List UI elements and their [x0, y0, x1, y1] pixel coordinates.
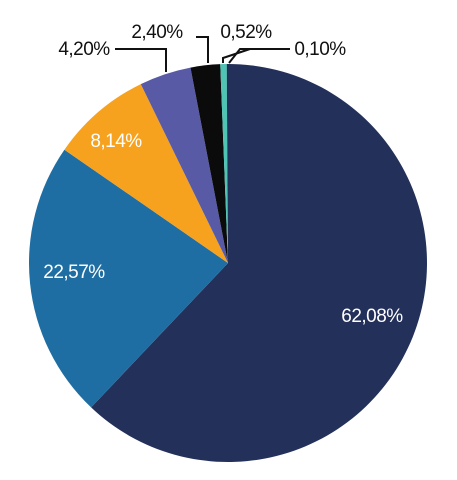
leader-line — [228, 48, 290, 64]
slice-label: 8,14% — [90, 131, 142, 152]
slice-label: 0,52% — [220, 22, 272, 43]
pie-slices — [28, 63, 427, 462]
leader-lines — [115, 36, 290, 72]
leader-line — [196, 36, 209, 63]
slice-label: 4,20% — [58, 39, 110, 60]
slice-label: 0,10% — [294, 39, 346, 60]
leader-line — [222, 48, 251, 63]
pie-slice — [28, 149, 228, 408]
pie-slice — [226, 63, 228, 263]
slice-label: 22,57% — [43, 262, 105, 283]
leader-line — [115, 48, 167, 72]
pie-slice — [140, 67, 228, 263]
slice-labels: 62,08% 22,57% 8,14% 4,20% 2,40% 0,52% 0,10% — [43, 22, 404, 327]
pie-slice — [190, 64, 228, 264]
slice-label: 62,08% — [341, 306, 403, 327]
pie-slice — [91, 64, 427, 462]
pie-slice — [64, 84, 228, 264]
pie-slice — [220, 64, 228, 263]
slice-label: 2,40% — [131, 22, 183, 43]
